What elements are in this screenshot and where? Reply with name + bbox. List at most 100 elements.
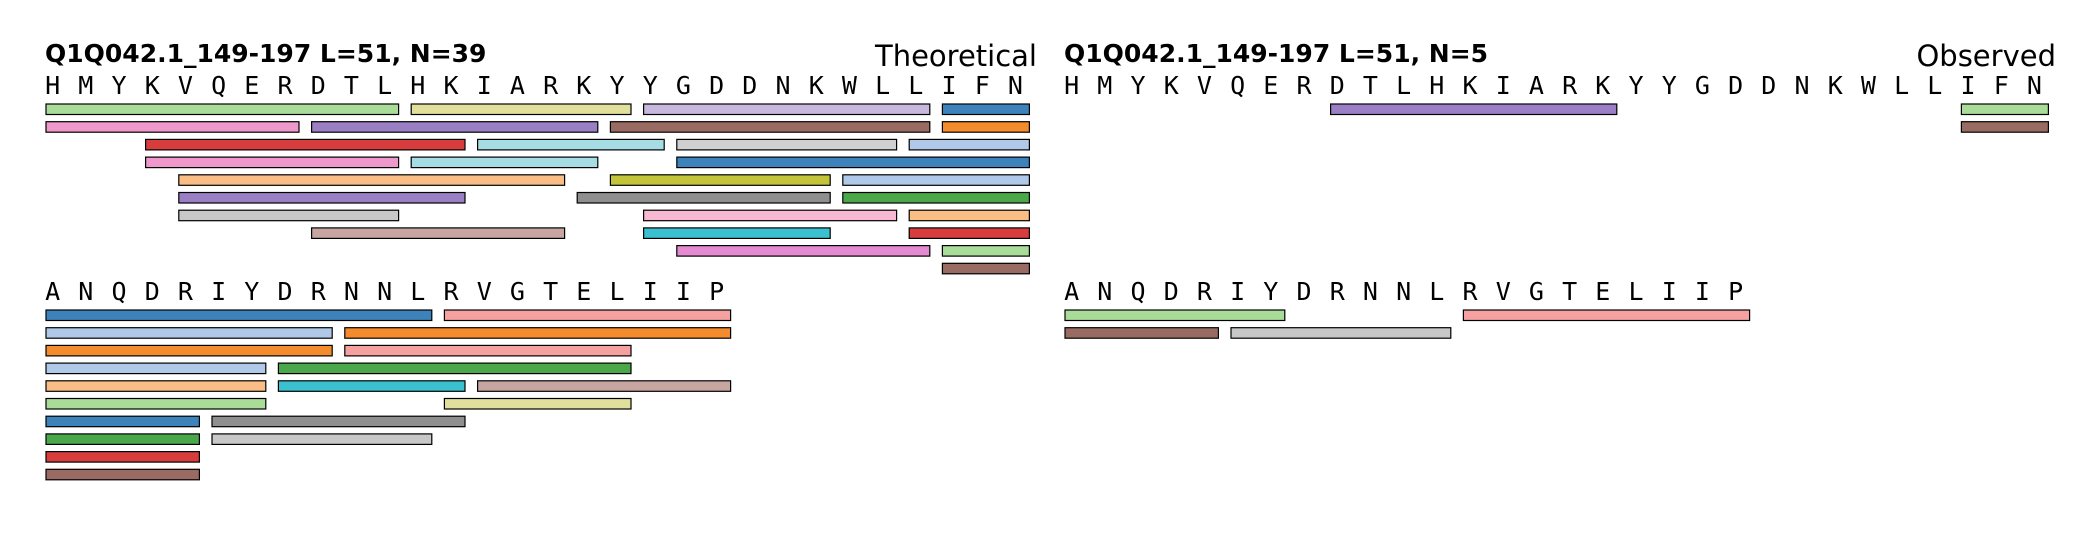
- residue-letter: Q: [1230, 71, 1245, 100]
- residue-letter: R: [444, 277, 460, 306]
- peptide-bar: [145, 138, 466, 151]
- peptide-bar: [178, 174, 566, 186]
- peptide-bar: [941, 262, 1031, 275]
- residue-letter: R: [1463, 277, 1479, 306]
- residue-letter: T: [1562, 277, 1577, 306]
- residue-letter: R: [1297, 71, 1313, 100]
- residue-letter: D: [1297, 277, 1312, 306]
- peptide-bar: [908, 227, 1031, 239]
- peptide-bar: [1960, 121, 2050, 133]
- residue-letter: L: [1894, 71, 1909, 100]
- peptide-bar: [1329, 103, 1618, 116]
- peptide-bar: [609, 174, 831, 186]
- peptide-bar: [45, 309, 433, 322]
- residue-letter: K: [1463, 71, 1478, 100]
- peptide-bar: [908, 209, 1031, 222]
- peptide-bar: [1462, 309, 1751, 322]
- peptide-bar: [1064, 327, 1219, 339]
- residue-letter: I: [643, 277, 658, 306]
- residue-letter: L: [908, 71, 923, 100]
- residue-letter: I: [477, 71, 492, 100]
- peptide-bar: [676, 156, 1030, 169]
- residue-letter: V: [1197, 71, 1212, 100]
- peptide-bar: [45, 121, 300, 133]
- residue-letter: N: [1097, 277, 1112, 306]
- residue-letter: V: [477, 277, 492, 306]
- peptide-bar: [211, 433, 433, 445]
- peptide-bar: [45, 415, 200, 428]
- residue-letter: R: [1330, 277, 1346, 306]
- residue-letter: H: [45, 71, 60, 100]
- residue-letter: D: [1330, 71, 1345, 100]
- residue-letter: Q: [211, 71, 226, 100]
- residue-letter: K: [1828, 71, 1843, 100]
- residue-letter: H: [1064, 71, 1079, 100]
- residue-letter: I: [942, 71, 957, 100]
- residue-letter: I: [676, 277, 691, 306]
- residue-letter: N: [776, 71, 791, 100]
- residue-letter: V: [1496, 277, 1511, 306]
- residue-letter: D: [1761, 71, 1776, 100]
- panel-theoretical: Q1Q042.1_149-197 L=51, N=39 Theoretical …: [45, 39, 1037, 481]
- panel-label-observed: Observed: [1916, 39, 2056, 73]
- residue-letter: M: [78, 71, 93, 100]
- peptide-bar: [45, 397, 267, 410]
- panel-title-theoretical: Q1Q042.1_149-197 L=51, N=39: [45, 39, 486, 68]
- residue-letter: N: [1363, 277, 1378, 306]
- residue-letter: W: [842, 71, 858, 100]
- peptide-bar: [477, 380, 732, 392]
- peptide-bar: [941, 121, 1031, 133]
- residue-letter: I: [1496, 71, 1511, 100]
- residue-letter: W: [1861, 71, 1877, 100]
- panel-label-theoretical: Theoretical: [874, 39, 1037, 73]
- residue-letter: N: [377, 277, 392, 306]
- peptide-bar: [842, 191, 1030, 204]
- residue-letter: N: [1795, 71, 1810, 100]
- residue-letter: I: [1230, 277, 1245, 306]
- residue-letter: Y: [610, 71, 625, 100]
- residue-letter: Y: [244, 277, 259, 306]
- peptide-bar: [443, 309, 732, 322]
- residue-letter: K: [444, 71, 459, 100]
- residue-letter: E: [244, 71, 259, 100]
- peptide-bar: [941, 103, 1031, 116]
- residue-letter: R: [543, 71, 559, 100]
- residue-letter: R: [311, 277, 327, 306]
- residue-letter: M: [1097, 71, 1112, 100]
- residue-letter: E: [1263, 71, 1278, 100]
- residue-letter: Q: [1131, 277, 1146, 306]
- peptide-bar: [45, 362, 267, 375]
- peptide-bar: [576, 191, 831, 204]
- residue-letter: Q: [112, 277, 127, 306]
- peptide-bar: [642, 103, 931, 116]
- peptide-bar: [311, 227, 566, 239]
- peptide-bar: [1230, 327, 1452, 339]
- peptide-bar: [45, 451, 200, 463]
- panel-title-observed: Q1Q042.1_149-197 L=51, N=5: [1064, 39, 1488, 68]
- residue-letter: L: [1429, 277, 1444, 306]
- peptide-bar: [344, 344, 632, 357]
- peptide-bar: [609, 121, 931, 133]
- residue-letter: H: [1429, 71, 1444, 100]
- peptide-bar: [311, 121, 599, 133]
- residue-letter: G: [1695, 71, 1710, 100]
- residue-letter: N: [2027, 71, 2042, 100]
- residue-letter: A: [1529, 71, 1544, 100]
- residue-letter: D: [145, 277, 160, 306]
- residue-letter: N: [1396, 277, 1411, 306]
- peptide-bar: [410, 156, 599, 169]
- residue-letter: Y: [1629, 71, 1644, 100]
- residue-letter: K: [809, 71, 824, 100]
- residue-letter: K: [1164, 71, 1179, 100]
- residue-letter: K: [1595, 71, 1610, 100]
- peptide-bar: [45, 103, 400, 116]
- residue-letter: R: [1197, 277, 1213, 306]
- residue-letter: Y: [1263, 277, 1278, 306]
- residue-letter: F: [1994, 71, 2009, 100]
